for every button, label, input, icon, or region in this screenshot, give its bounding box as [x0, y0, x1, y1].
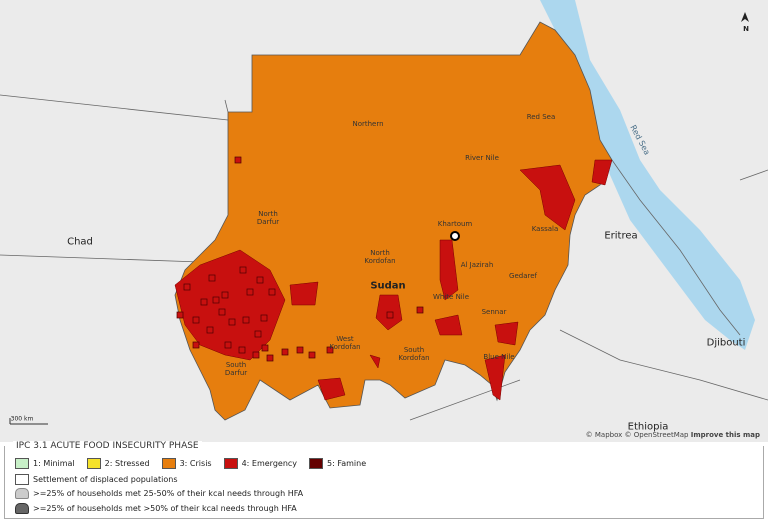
settlement-marker	[208, 274, 216, 282]
phase-swatch	[223, 458, 238, 469]
country-label: Chad	[67, 236, 93, 248]
region-label: Blue Nile	[483, 353, 515, 361]
hfa-label: >=25% of households met >50% of their kc…	[33, 504, 297, 513]
settlement-marker	[246, 288, 254, 296]
settlement-marker	[192, 316, 200, 324]
settlement-marker	[256, 276, 264, 284]
north-arrow: N	[743, 25, 749, 33]
phase-item: 4: Emergency	[223, 458, 298, 469]
settlement-marker	[239, 266, 247, 274]
hfa-row: >=25% of households met >50% of their kc…	[15, 503, 297, 514]
hfa-label: >=25% of households met 25-50% of their …	[33, 489, 304, 498]
phase-label: 3: Crisis	[179, 459, 212, 468]
phase-label: 2: Stressed	[104, 459, 150, 468]
settlement-marker	[192, 341, 200, 349]
region-label: White Nile	[432, 293, 469, 301]
hfa-row: >=25% of households met 25-50% of their …	[15, 488, 303, 499]
settlement-marker	[228, 318, 236, 326]
region-label: Kassala	[531, 225, 559, 233]
map	[0, 0, 768, 442]
country-label: Sudan	[370, 280, 406, 292]
legend: IPC 3.1 ACUTE FOOD INSECURITY PHASE 1: M…	[4, 441, 764, 519]
settlement-marker	[260, 314, 268, 322]
region-label: Northern	[352, 120, 384, 128]
country-label: Eritrea	[604, 230, 638, 242]
phase-swatch	[309, 458, 324, 469]
settlement-marker	[416, 306, 424, 314]
phase-swatch	[15, 458, 29, 469]
phase-label: 5: Famine	[327, 459, 367, 468]
settlement-marker	[234, 156, 242, 164]
legend-title: IPC 3.1 ACUTE FOOD INSECURITY PHASE	[13, 441, 202, 451]
hfa-icon	[15, 503, 29, 514]
settlement-marker	[224, 341, 232, 349]
settlement-marker	[206, 326, 214, 334]
settlement-marker	[308, 351, 316, 359]
region-label: Al Jazirah	[460, 261, 494, 269]
phase-item: 3: Crisis	[161, 458, 212, 469]
settlement-marker	[200, 298, 208, 306]
settlement-marker	[281, 348, 289, 356]
improve-link[interactable]: Improve this map	[690, 431, 760, 439]
hfa-icon	[15, 488, 29, 499]
region-label: River Nile	[465, 154, 499, 162]
settlement-marker	[252, 351, 260, 359]
settlement-marker	[212, 296, 220, 304]
settlement-row: Settlement of displaced populations	[15, 474, 178, 485]
region-label: South Darfur	[224, 361, 248, 377]
region-label: Red Sea	[526, 113, 556, 121]
attribution: © Mapbox © OpenStreetMap Improve this ma…	[586, 431, 760, 439]
attribution-text: © Mapbox © OpenStreetMap	[585, 431, 689, 439]
settlement-marker	[238, 346, 246, 354]
phase-item: 5: Famine	[309, 458, 366, 469]
phase-item: 2: Stressed	[86, 458, 150, 469]
settlement-marker	[296, 346, 304, 354]
region-label: North Darfur	[256, 210, 280, 226]
settlement-marker	[266, 354, 274, 362]
region-label: West Kordofan	[329, 335, 361, 351]
region-label: South Kordofan	[398, 346, 430, 362]
settlement-marker	[218, 308, 226, 316]
settlement-marker	[242, 316, 250, 324]
settlement-marker	[386, 311, 394, 319]
country-label: Ethiopia	[627, 421, 669, 433]
phase-label: 4: Emergency	[241, 459, 298, 468]
settlement-marker	[221, 291, 229, 299]
phase-row: 1: Minimal 2: Stressed 3: Crisis 4: Emergen…	[15, 458, 366, 469]
settlement-marker	[326, 346, 334, 354]
settlement-marker	[268, 288, 276, 296]
settlement-marker	[261, 344, 269, 352]
scale-label: 300 km	[10, 415, 34, 423]
country-label: Djibouti	[706, 337, 746, 349]
settlement-marker	[176, 311, 184, 319]
settlement-label: Settlement of displaced populations	[33, 475, 178, 484]
phase-item: 1: Minimal	[15, 458, 75, 469]
settlement-marker	[183, 283, 191, 291]
region-label: Khartoum	[437, 220, 473, 228]
region-label: Sennar	[481, 308, 507, 316]
settlement-icon	[15, 474, 29, 485]
region-label: North Kordofan	[364, 249, 396, 265]
settlement-marker	[254, 330, 262, 338]
phase-swatch	[86, 458, 101, 469]
phase-label: 1: Minimal	[33, 459, 75, 468]
region-label: Gedaref	[509, 272, 537, 280]
phase-swatch	[161, 458, 176, 469]
